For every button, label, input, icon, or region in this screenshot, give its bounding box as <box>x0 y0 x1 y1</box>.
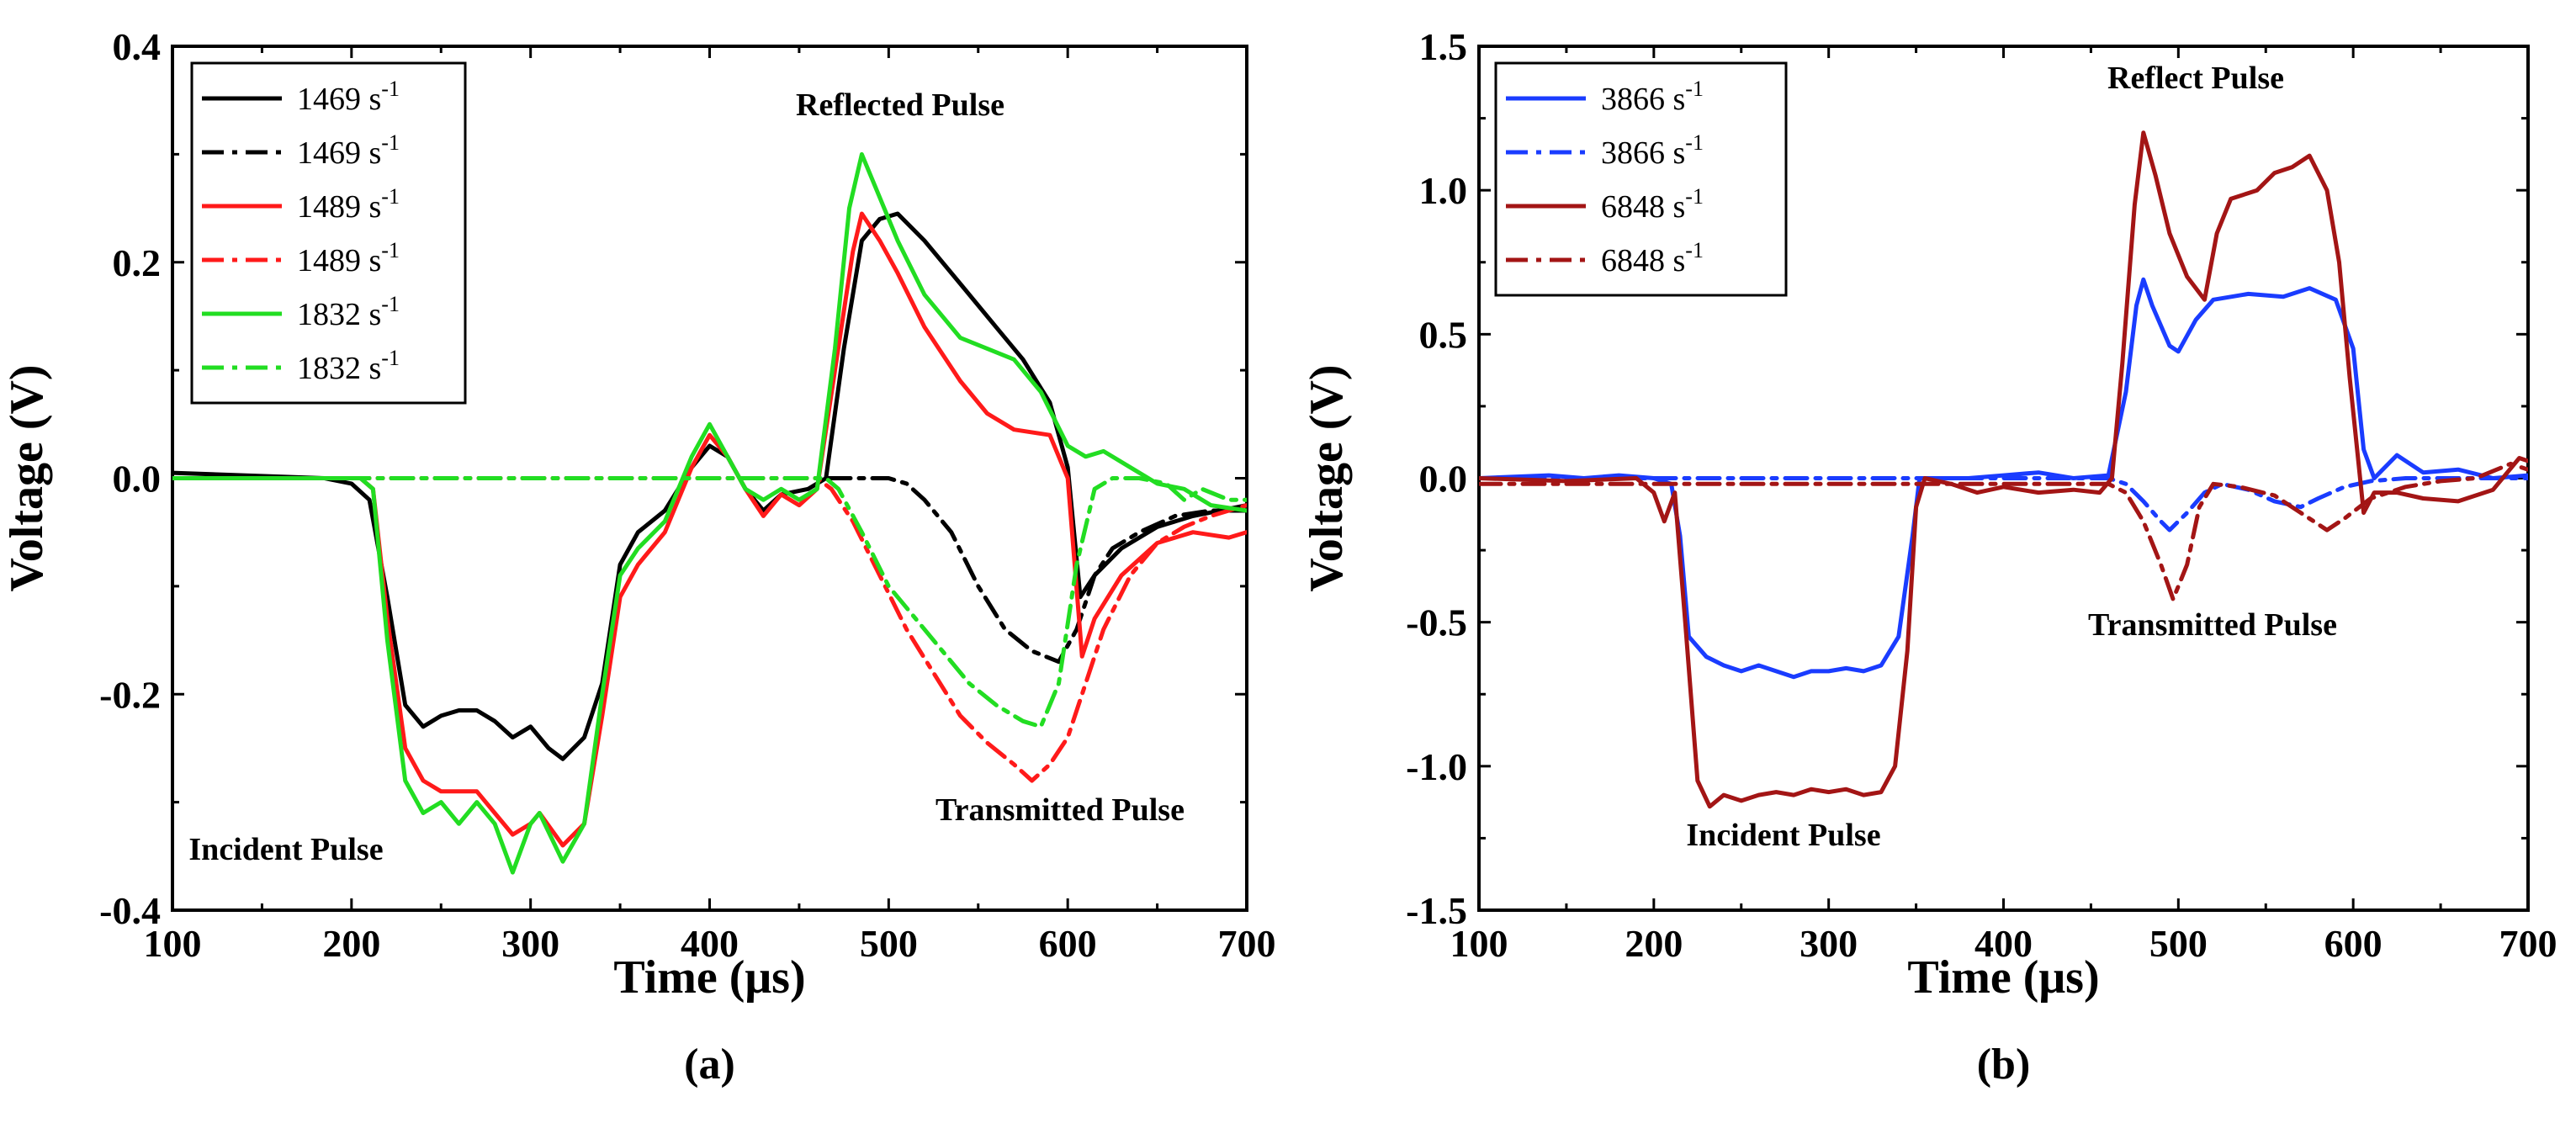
legend-box <box>190 61 467 405</box>
annotations-b: Reflect Pulse Transmitted Pulse Incident P… <box>1686 61 2337 853</box>
x-tick-label: 200 <box>1625 922 1683 965</box>
series-line-5 <box>172 151 1247 875</box>
x-tick-labels-a: 100 200 300 400 500 600 700 <box>144 922 1276 965</box>
x-tick-label: 200 <box>322 922 380 965</box>
annotation-label: Reflected Pulse <box>796 87 1004 123</box>
panel-label-b: (b) <box>1977 1041 2031 1089</box>
series-line-4 <box>1479 461 2528 601</box>
series-line-4 <box>172 476 1247 783</box>
annotation-label: Incident Pulse <box>1686 818 1880 853</box>
panel-a: 100 200 300 400 500 600 700 -0.4-0.20.00.20.4 … <box>1 25 1276 1089</box>
annotation-label: Incident Pulse <box>188 832 383 867</box>
series-line-1 <box>1479 277 2528 680</box>
y-tick-label: 0.0 <box>113 458 162 501</box>
x-tick-label: 600 <box>2324 922 2383 965</box>
legend-unit-superscript: -1 <box>381 346 400 370</box>
y-axis-label-a: Voltage (V) <box>1 364 53 591</box>
y-tick-label: 0.0 <box>1419 458 1468 501</box>
annotations-a: Reflected Pulse Transmitted Pulse Incident… <box>188 87 1185 867</box>
x-tick-label: 500 <box>2149 922 2208 965</box>
x-tick-label: 100 <box>1450 922 1508 965</box>
legend-entry: 3866 s-1 <box>1601 130 1704 171</box>
x-tick-label: 600 <box>1039 922 1097 965</box>
x-axis-label-b: Time (μs) <box>1907 951 2099 1004</box>
annotation-label: Transmitted Pulse <box>936 792 1185 828</box>
legend-unit-superscript: -1 <box>381 238 400 262</box>
y-tick-label: 0.5 <box>1419 313 1468 356</box>
data-series-a <box>172 151 1247 875</box>
legend-unit-superscript: -1 <box>1685 130 1704 155</box>
series-line-3 <box>1479 130 2528 809</box>
legend-unit-superscript: -1 <box>381 130 400 155</box>
series-line-2 <box>172 476 1247 665</box>
y-tick-label: -1.0 <box>1406 745 1467 788</box>
x-tick-label: 100 <box>144 922 202 965</box>
y-axis-label-b: Voltage (V) <box>1301 364 1353 591</box>
y-tick-label: -0.4 <box>99 889 161 932</box>
y-tick-labels-a: -0.4 -0.2 0.0 0.2 0.4 <box>99 25 161 932</box>
legend-box <box>1494 61 1788 297</box>
x-tick-label: 400 <box>1974 922 2033 965</box>
legend-unit-superscript: -1 <box>381 77 400 101</box>
x-tick-label: 700 <box>2499 922 2557 965</box>
legend-entry: 6848 s-1 <box>1601 238 1704 278</box>
legend-unit-superscript: -1 <box>381 184 400 209</box>
y-tick-label: -0.2 <box>99 673 161 716</box>
series-line-6 <box>172 476 1247 729</box>
series-line-1 <box>172 211 1247 761</box>
x-tick-label: 700 <box>1218 922 1276 965</box>
legend-unit-superscript: -1 <box>1685 238 1704 262</box>
y-tick-label: -0.5 <box>1406 601 1467 644</box>
legend-unit-superscript: -1 <box>381 292 400 316</box>
y-tick-label: 0.4 <box>113 25 162 68</box>
legend-entry: 1469 s-1 <box>297 77 400 117</box>
legend-unit-superscript: -1 <box>1685 184 1704 209</box>
y-tick-label: 1.0 <box>1419 169 1468 212</box>
x-tick-label: 400 <box>681 922 739 965</box>
annotation-label: Transmitted Pulse <box>2088 607 2337 643</box>
data-series-b <box>1479 130 2528 809</box>
annotation-label: Reflect Pulse <box>2107 61 2284 96</box>
x-tick-label: 500 <box>860 922 918 965</box>
panel-label-a: (a) <box>684 1041 735 1089</box>
legend-unit-superscript: -1 <box>1685 77 1704 101</box>
tick-marks-a <box>171 45 1248 912</box>
y-tick-label: 1.5 <box>1419 25 1468 68</box>
panel-b: 100 200 300 400 500 600 700 -1.5 -1.0 -0.5 0.0 0.5… <box>1301 25 2557 1089</box>
x-tick-labels-b: 100 200 300 400 500 600 700 <box>1450 922 2557 965</box>
y-tick-label: -1.5 <box>1406 889 1467 932</box>
x-tick-label: 300 <box>1799 922 1858 965</box>
y-tick-labels-b: -1.5 -1.0 -0.5 0.0 0.5 1.0 1.5 <box>1406 25 1467 932</box>
y-tick-label: 0.2 <box>113 241 162 284</box>
tick-marks-b <box>1477 45 2530 912</box>
x-axis-label-a: Time (μs) <box>613 951 805 1004</box>
x-tick-label: 300 <box>501 922 559 965</box>
